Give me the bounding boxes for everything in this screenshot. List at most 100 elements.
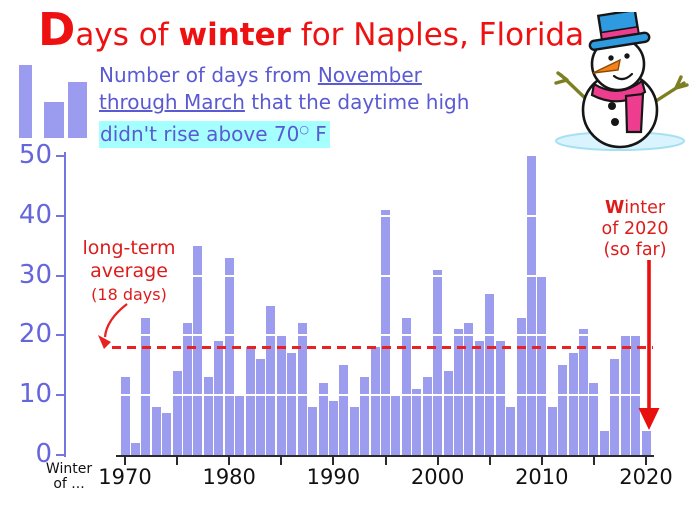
x-tick-2020 (645, 457, 647, 465)
x-tick-2015 (592, 457, 595, 465)
bar-1976 (183, 323, 192, 455)
bar-1980 (224, 257, 234, 455)
bar-2007 (506, 407, 515, 455)
bar-1989 (318, 383, 328, 455)
y-tick-50 (56, 155, 65, 157)
winter-2020-annotation: Winter of 2020 (so far) (601, 198, 669, 260)
title-text-bold: winter (178, 17, 291, 53)
y-tick-10 (56, 394, 65, 397)
bar-1996 (391, 395, 401, 455)
y-tick-20 (56, 334, 65, 337)
chart-description: Number of days from November through Mar… (99, 62, 469, 148)
y-axis-label-10: 10 (18, 379, 52, 410)
x-axis-line (116, 455, 654, 457)
y-axis-label-50: 50 (18, 140, 52, 170)
title-text-2: for Naples, Florida (290, 17, 585, 53)
bar-2005 (485, 293, 495, 455)
y-axis-label-40: 40 (18, 199, 52, 230)
x-axis-label-1970: 1970 (98, 465, 152, 489)
bar-1971 (130, 443, 140, 455)
bar-1977 (193, 245, 203, 455)
bar-chart-icon-bar (44, 102, 64, 138)
x-axis-label-2010: 2010 (515, 465, 569, 489)
snowman-button (608, 102, 616, 110)
snowman-hat (588, 12, 651, 51)
y-axis-label-20: 20 (18, 319, 52, 350)
underlined-through-march: through March (99, 90, 245, 114)
page-title: Days of winter for Naples, Florida (38, 6, 584, 54)
description-line-2: through March that the daytime high (99, 90, 470, 114)
bar-1987 (297, 323, 307, 455)
bar-2002 (453, 329, 463, 455)
long-term-average-annotation: long-term average (18 days) (82, 237, 176, 304)
bar-1979 (214, 341, 224, 455)
description-line-3: didn't rise above 70○ F (99, 116, 469, 148)
bar-1986 (287, 353, 297, 455)
bar-1990 (328, 401, 338, 455)
bar-1999 (422, 377, 432, 455)
bar-2014 (579, 329, 588, 455)
x-tick-1980 (228, 457, 231, 465)
bar-2006 (495, 341, 505, 455)
snowman-right-arm (654, 75, 689, 103)
snowman-scarf-end (624, 92, 645, 134)
bar-1973 (151, 407, 161, 455)
y-axis-label-0: 0 (35, 439, 52, 469)
bar-2012 (558, 365, 568, 455)
bar-2017 (610, 359, 620, 455)
bar-2003 (464, 323, 474, 455)
bar-1992 (349, 407, 359, 455)
snowman-eye (608, 55, 614, 61)
x-tick-1995 (384, 457, 387, 465)
description-line-1: Number of days from November (99, 63, 422, 87)
bar-1991 (339, 365, 349, 455)
snowman-eye (624, 53, 630, 59)
bar-2008 (516, 317, 526, 455)
highlighted-text: didn't rise above 70○ F (99, 121, 330, 148)
bar-1997 (401, 317, 411, 455)
x-axis-label-2020: 2020 (619, 465, 673, 489)
x-tick-1990 (332, 457, 335, 465)
snowman-left-arm (554, 71, 587, 100)
snowman-illustration (554, 12, 689, 151)
y-tick-40 (56, 214, 65, 217)
bar-2011 (547, 407, 557, 455)
x-tick-1970 (124, 457, 126, 465)
bar-1995 (381, 209, 390, 455)
bar-1994 (370, 347, 380, 455)
x-tick-1985 (280, 457, 283, 465)
bar-chart-icon-bar (68, 82, 87, 138)
bar-2004 (474, 341, 484, 455)
arrow-to-2020-bar (638, 260, 660, 430)
bar-1982 (245, 347, 255, 455)
bar-1983 (256, 359, 265, 455)
gridline-30 (117, 274, 654, 277)
x-tick-2010 (540, 457, 543, 465)
bar-2001 (443, 371, 453, 455)
bar-2020 (641, 431, 651, 455)
title-text-1: ays of (75, 17, 179, 53)
snowman-smile (612, 72, 634, 81)
bar-2010 (537, 275, 547, 455)
bar-1993 (360, 377, 370, 455)
snowman-button (611, 118, 619, 126)
bar-1984 (266, 305, 276, 455)
y-tick-0 (56, 454, 65, 456)
bar-1970 (120, 377, 130, 455)
x-tick-2000 (436, 457, 439, 465)
x-tick-1975 (176, 457, 179, 465)
bar-1978 (203, 377, 213, 455)
y-tick-30 (56, 274, 65, 277)
x-axis-label-2000: 2000 (410, 465, 465, 489)
bar-1975 (172, 371, 182, 455)
long-term-average-line (112, 346, 653, 350)
bar-2009 (526, 156, 536, 455)
bar-1988 (308, 407, 318, 455)
bar-2016 (599, 431, 609, 455)
degree-symbol: ○ (299, 123, 309, 136)
gridline-10 (117, 394, 654, 397)
y-axis-line (64, 152, 66, 457)
bar-1974 (162, 413, 172, 455)
bar-1998 (412, 389, 422, 455)
